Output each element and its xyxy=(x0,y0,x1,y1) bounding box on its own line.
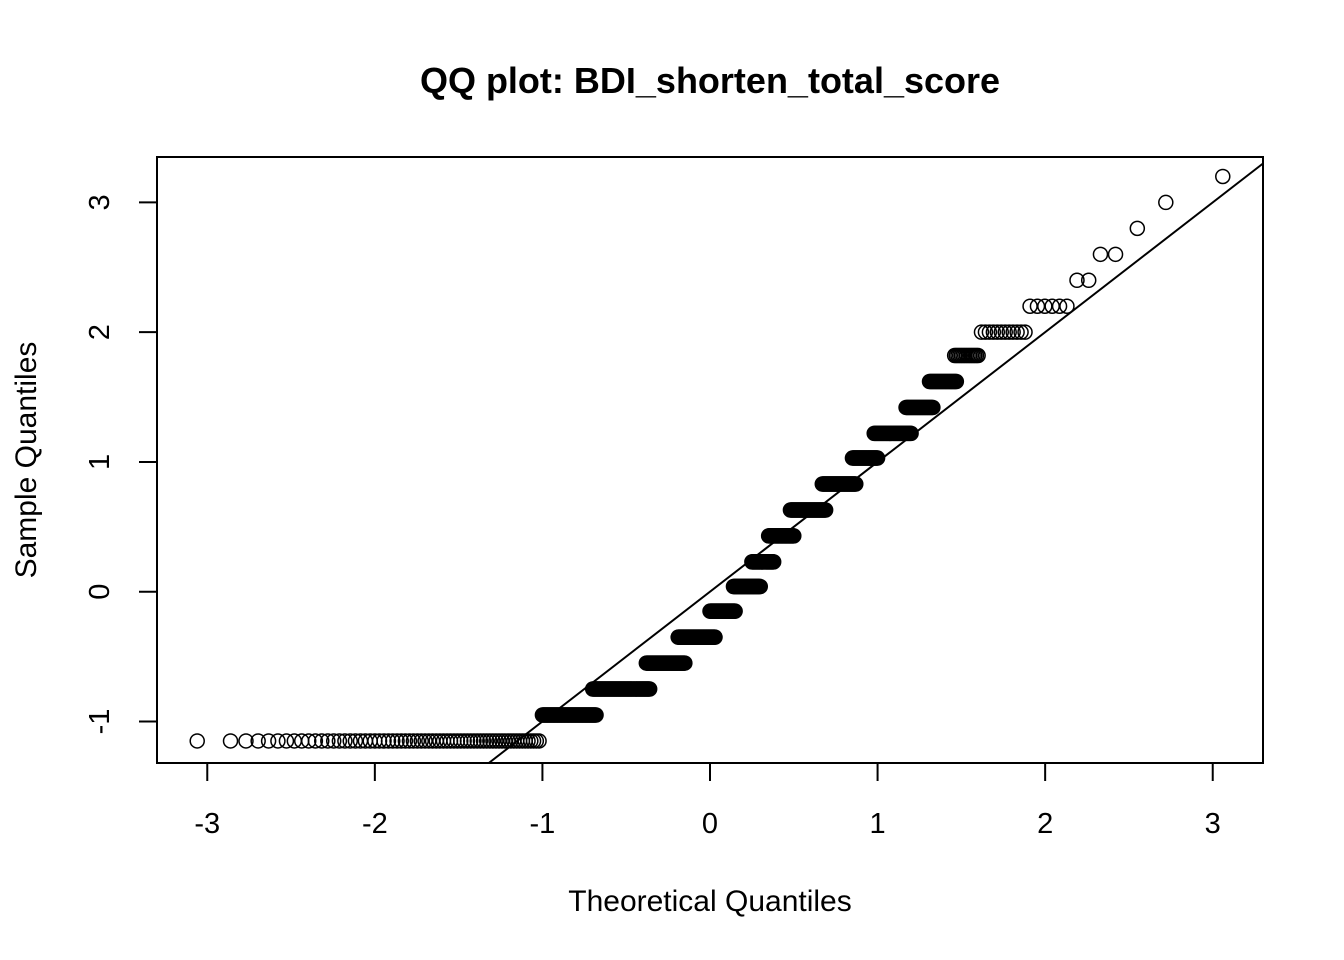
data-point xyxy=(238,733,254,749)
data-point xyxy=(970,347,986,364)
x-tick-label: 0 xyxy=(702,808,718,840)
x-tick-label: -3 xyxy=(194,808,220,840)
data-point xyxy=(903,425,919,442)
x-tick-label: 1 xyxy=(870,808,886,840)
data-point xyxy=(337,733,353,749)
data-point xyxy=(331,733,348,749)
data-point xyxy=(389,733,405,749)
data-point xyxy=(405,733,422,749)
data-point xyxy=(376,733,392,749)
data-point xyxy=(997,324,1013,340)
data-point xyxy=(1215,168,1231,185)
data-point xyxy=(993,324,1010,340)
data-point xyxy=(985,324,1002,340)
data-point xyxy=(325,733,342,749)
data-point xyxy=(342,733,358,749)
data-point xyxy=(786,528,802,544)
y-tick-label: 0 xyxy=(84,584,116,600)
data-point xyxy=(1013,324,1029,340)
data-point xyxy=(380,733,397,749)
y-tick-label: 2 xyxy=(84,324,116,340)
data-point xyxy=(869,450,886,466)
data-point xyxy=(1051,298,1068,314)
data-point xyxy=(1059,298,1075,314)
data-point xyxy=(260,733,277,749)
data-point xyxy=(250,733,266,749)
data-point xyxy=(397,733,414,749)
data-point xyxy=(300,733,317,749)
data-point xyxy=(981,324,998,340)
data-point xyxy=(925,399,941,416)
y-axis-label: Sample Quantiles xyxy=(10,342,43,579)
data-point xyxy=(588,707,604,723)
x-tick-label: 2 xyxy=(1037,808,1053,840)
data-point xyxy=(989,324,1006,340)
data-point xyxy=(222,733,239,749)
data-point xyxy=(1129,220,1146,237)
data-point xyxy=(401,733,418,749)
data-point xyxy=(948,373,965,390)
data-point xyxy=(727,603,743,619)
data-point xyxy=(752,578,769,595)
sample-points xyxy=(189,168,1231,749)
data-point xyxy=(765,554,782,570)
data-point xyxy=(320,733,336,749)
data-point xyxy=(1005,324,1021,340)
x-axis: -3 -2 -1 0 1 2 3 xyxy=(194,763,1221,840)
data-point xyxy=(189,733,205,749)
data-point xyxy=(1009,324,1025,340)
y-tick-label: 1 xyxy=(84,454,116,470)
data-point xyxy=(641,681,658,697)
data-point xyxy=(417,733,433,749)
data-point xyxy=(707,629,723,645)
x-axis-label: Theoretical Quantiles xyxy=(568,885,851,918)
data-point xyxy=(393,733,410,749)
data-point xyxy=(1158,194,1174,211)
y-axis: -1 0 1 2 3 xyxy=(84,194,157,734)
data-point xyxy=(313,733,330,749)
data-point xyxy=(1092,246,1109,263)
data-point xyxy=(677,655,693,671)
data-point xyxy=(973,324,990,340)
reference-line-group xyxy=(488,162,1264,764)
data-point xyxy=(531,733,547,749)
y-tick-label: -1 xyxy=(84,709,116,735)
y-tick-label: 3 xyxy=(84,194,116,210)
chart-title: QQ plot: BDI_shorten_total_score xyxy=(420,60,1000,101)
data-point xyxy=(413,733,429,749)
data-point xyxy=(278,733,295,749)
data-point xyxy=(977,324,994,340)
data-point xyxy=(1107,246,1124,263)
data-point xyxy=(453,733,469,749)
x-tick-label: 3 xyxy=(1205,808,1221,840)
data-point xyxy=(347,733,364,749)
reference-line xyxy=(488,162,1264,764)
data-point xyxy=(385,733,401,749)
data-point xyxy=(1017,324,1033,340)
x-tick-label: -1 xyxy=(530,808,556,840)
data-point xyxy=(270,733,286,749)
data-point xyxy=(307,733,324,749)
data-point xyxy=(409,733,426,749)
data-point xyxy=(1069,272,1085,289)
x-tick-label: -2 xyxy=(362,808,388,840)
data-point xyxy=(1080,272,1097,289)
data-point xyxy=(1001,324,1017,340)
